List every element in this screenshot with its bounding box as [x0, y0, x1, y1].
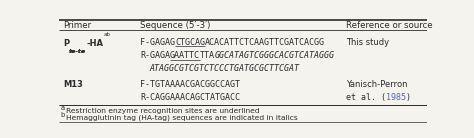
Text: TTA: TTA — [200, 51, 215, 60]
Text: Hemagglutinin tag (HA-tag) sequences are indicated in italics: Hemagglutinin tag (HA-tag) sequences are… — [66, 114, 298, 121]
Text: M13: M13 — [63, 80, 83, 89]
Text: R-CAGGAAACAGCTATGACC: R-CAGGAAACAGCTATGACC — [140, 93, 240, 102]
Text: P: P — [63, 39, 69, 48]
Text: ATAGGCGTCGTCTCCCTGATGCGCTTCGAT: ATAGGCGTCGTCTCCCTGATGCGCTTCGAT — [149, 64, 299, 73]
Text: te-te: te-te — [69, 49, 86, 54]
Text: te-te: te-te — [69, 49, 86, 54]
Text: Primer: Primer — [63, 21, 91, 30]
Text: F-GAGAG: F-GAGAG — [140, 38, 175, 47]
Text: a: a — [61, 105, 65, 111]
Text: GAATTC: GAATTC — [170, 51, 200, 60]
Text: 1985: 1985 — [386, 93, 406, 102]
Text: Reference or source: Reference or source — [346, 21, 432, 30]
Text: CTGCAG: CTGCAG — [175, 38, 205, 47]
Text: ): ) — [406, 93, 411, 102]
Text: R-GAGA: R-GAGA — [140, 51, 170, 60]
Text: b: b — [61, 112, 65, 118]
Text: This study: This study — [346, 38, 389, 47]
Text: ab: ab — [103, 32, 110, 37]
Text: et al. (: et al. ( — [346, 93, 386, 102]
Text: F-TGTAAAACGACGGCCAGT: F-TGTAAAACGACGGCCAGT — [140, 80, 240, 89]
Text: Sequence (5′-3′): Sequence (5′-3′) — [140, 21, 210, 30]
Text: Restriction enzyme recognition sites are underlined: Restriction enzyme recognition sites are… — [66, 108, 259, 114]
Text: ACACATTCTCAAGTTCGATCACGG: ACACATTCTCAAGTTCGATCACGG — [205, 38, 325, 47]
Text: Yanisch-Perron: Yanisch-Perron — [346, 80, 407, 89]
Text: -HA: -HA — [86, 39, 103, 48]
Text: GGCATAGTCGGGCACGTCATAGGG: GGCATAGTCGGGCACGTCATAGGG — [215, 51, 335, 60]
